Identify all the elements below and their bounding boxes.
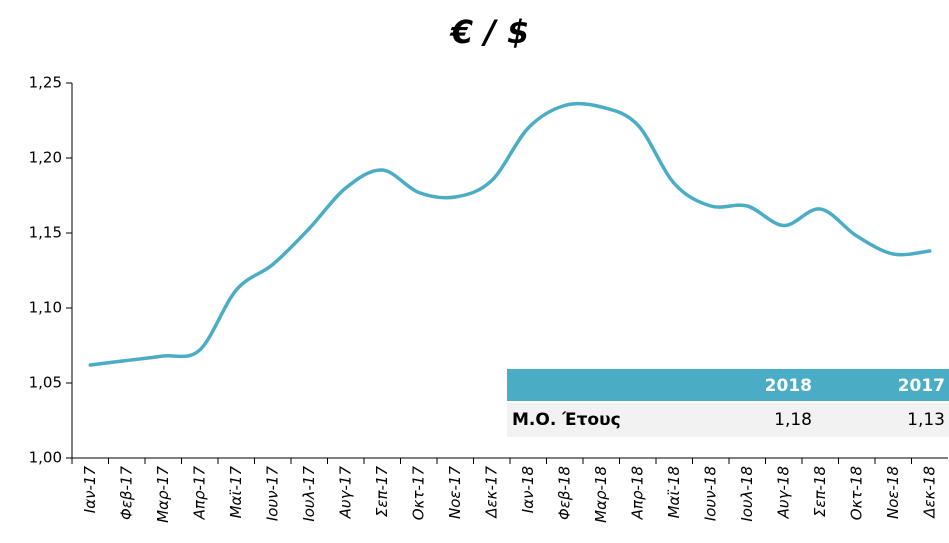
table-column: 2018 (765, 376, 812, 396)
x-tick-label: Ιουλ-17 (300, 466, 318, 522)
y-tick-label: 1,05 (29, 374, 62, 392)
x-tick-label: Σεπ-18 (811, 466, 829, 517)
x-tick-label: Οκτ-18 (847, 466, 865, 520)
x-tick-label: Απρ-18 (628, 466, 646, 520)
x-tick-label: Δεκ-18 (920, 466, 938, 519)
x-tick-label: Φεβ-17 (117, 466, 135, 520)
y-tick-label: 1,25 (29, 74, 62, 92)
table-cell: 1,18 (774, 410, 812, 430)
table-row (507, 403, 949, 437)
x-tick-label: Αυγ-17 (336, 466, 354, 520)
table-header (507, 369, 949, 401)
x-tick-label: Μαϊ-18 (665, 466, 683, 518)
table-row-label: Μ.Ο. Έτους (512, 410, 621, 430)
line-series (88, 101, 932, 367)
x-tick-label: Μαρ-18 (592, 466, 610, 523)
y-tick-label: 1,20 (29, 149, 62, 167)
x-tick-label: Νοε-17 (446, 466, 464, 519)
x-tick-label: Σεπ-17 (373, 466, 391, 518)
y-tick-label: 1,00 (29, 449, 62, 467)
x-tick-label: Ιαν-17 (81, 466, 99, 514)
x-tick-label: Μαϊ-17 (227, 466, 245, 519)
x-tick-label: Απρ-17 (190, 466, 208, 521)
y-tick-label: 1,15 (29, 224, 62, 242)
x-tick-label: Αυγ-18 (774, 466, 792, 519)
x-tick-label: Ιαν-18 (519, 466, 537, 513)
chart-title: € / $ (449, 13, 530, 51)
y-tick-label: 1,10 (29, 299, 62, 317)
x-tick-label: Οκτ-17 (409, 466, 427, 521)
x-tick-label: Μαρ-17 (154, 466, 172, 523)
x-tick-label: Ιουν-18 (701, 466, 719, 521)
table-column: 2017 (898, 376, 945, 396)
x-tick-label: Ιουν-17 (263, 466, 281, 522)
x-tick-label: Δεκ-17 (482, 466, 500, 519)
table-cell: 1,13 (907, 410, 945, 430)
x-tick-label: Ιουλ-18 (738, 466, 756, 522)
x-tick-label: Νοε-18 (884, 466, 902, 519)
x-tick-label: Φεβ-18 (555, 466, 573, 520)
